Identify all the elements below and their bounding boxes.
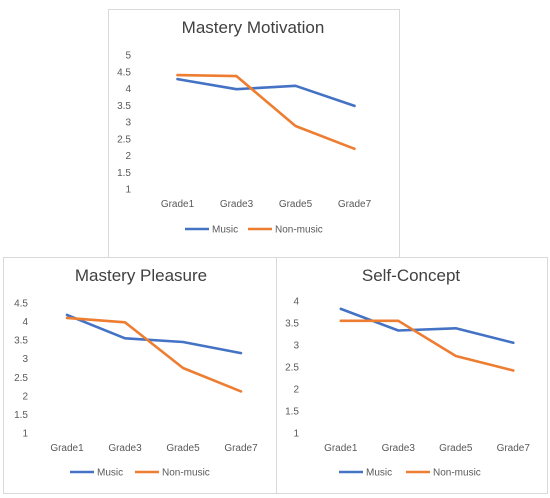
series-line-music <box>176 77 356 108</box>
y-tick-label: 3 <box>125 118 131 129</box>
series-line-music <box>65 313 243 355</box>
y-tick-label: 2 <box>22 391 28 402</box>
y-tick-label: 2 <box>293 385 299 396</box>
chart-frame <box>3 257 277 494</box>
x-tick-label: Grade7 <box>497 443 531 454</box>
legend-label: Non-music <box>162 468 210 479</box>
x-tick-label: Grade3 <box>382 443 416 454</box>
x-tick-label: Grade5 <box>279 199 313 210</box>
legend-label: Non-music <box>275 225 323 236</box>
chart-title: Mastery Motivation <box>182 18 325 37</box>
y-tick-label: 4 <box>125 84 131 95</box>
x-tick-label: Grade1 <box>324 443 358 454</box>
legend-label: Music <box>97 468 123 479</box>
series-line-non-music <box>176 73 356 151</box>
y-tick-label: 3.5 <box>285 319 299 330</box>
series-line-non-music <box>65 316 243 393</box>
y-tick-label: 2.5 <box>117 134 131 145</box>
y-tick-label: 5 <box>125 51 131 62</box>
chart-panel-1: Mastery Motivation 1 1.5 2 2.5 3 3.5 4 4.5 5 Grade… <box>108 9 400 259</box>
y-tick-label: 1.5 <box>117 168 131 179</box>
y-tick-label: 3 <box>293 341 299 352</box>
x-tick-label: Grade1 <box>161 199 195 210</box>
chart-frame <box>108 9 400 259</box>
x-tick-label: Grade5 <box>439 443 473 454</box>
legend-label: Music <box>366 468 392 479</box>
chart-title: Mastery Pleasure <box>75 266 207 285</box>
x-tick-label: Grade5 <box>166 443 200 454</box>
x-tick-label: Grade1 <box>50 443 84 454</box>
y-tick-label: 2.5 <box>285 363 299 374</box>
y-tick-label: 4.5 <box>14 299 28 310</box>
chart-frame <box>276 257 548 494</box>
y-tick-label: 1 <box>125 185 131 196</box>
y-tick-label: 4 <box>293 297 299 308</box>
y-tick-label: 2.5 <box>14 373 28 384</box>
y-tick-label: 1.5 <box>285 407 299 418</box>
y-tick-label: 1.5 <box>14 410 28 421</box>
legend-label: Music <box>212 225 238 236</box>
y-tick-label: 4 <box>22 317 28 328</box>
chart-title: Self-Concept <box>362 266 461 285</box>
legend: Music Non-music <box>339 468 481 479</box>
x-tick-label: Grade7 <box>224 443 258 454</box>
x-tick-label: Grade3 <box>108 443 142 454</box>
y-tick-label: 2 <box>125 151 131 162</box>
y-tick-label: 3 <box>22 354 28 365</box>
chart-panel-2: Mastery Pleasure 1 1.5 2 2.5 3 3.5 4 4.5 Grade1 Gr… <box>3 257 277 494</box>
chart-panel-3: Self-Concept 1 1.5 2 2.5 3 3.5 4 Grade1 Grade3 Gra… <box>276 257 548 494</box>
legend: Music Non-music <box>70 468 210 479</box>
y-tick-label: 3.5 <box>14 336 28 347</box>
y-tick-label: 4.5 <box>117 67 131 78</box>
y-tick-label: 1 <box>293 429 299 440</box>
series-line-non-music <box>339 319 515 372</box>
y-tick-label: 1 <box>22 429 28 440</box>
legend: Music Non-music <box>185 225 323 236</box>
y-tick-label: 3.5 <box>117 101 131 112</box>
x-tick-label: Grade7 <box>338 199 372 210</box>
legend-label: Non-music <box>433 468 481 479</box>
x-tick-label: Grade3 <box>220 199 254 210</box>
